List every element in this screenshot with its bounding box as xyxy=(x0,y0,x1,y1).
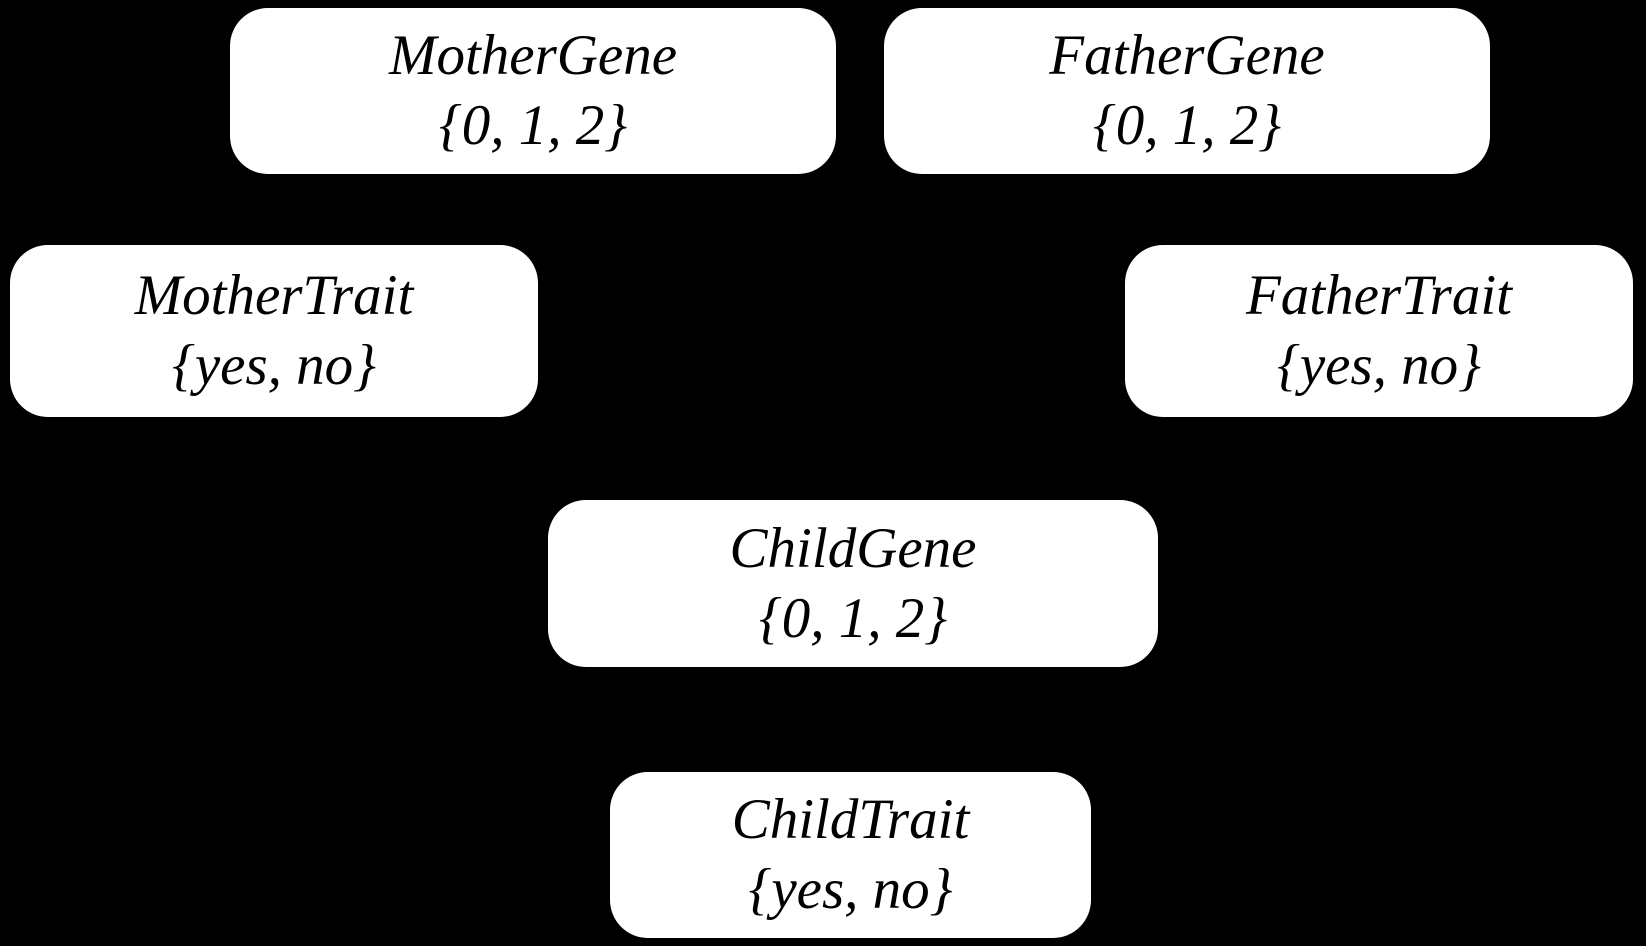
node-domain: {0, 1, 2} xyxy=(758,586,948,650)
node-child-gene: ChildGene {0, 1, 2} xyxy=(548,500,1158,667)
node-child-trait: ChildTrait {yes, no} xyxy=(610,772,1091,938)
node-label: ChildGene xyxy=(729,516,977,580)
node-label: MotherGene xyxy=(388,24,678,88)
node-domain: {yes, no} xyxy=(1277,334,1481,397)
node-label: MotherTrait xyxy=(134,264,414,328)
node-label: ChildTrait xyxy=(731,788,970,852)
node-domain: {0, 1, 2} xyxy=(438,94,628,157)
node-domain: {0, 1, 2} xyxy=(1092,94,1282,157)
node-label: FatherGene xyxy=(1049,24,1325,88)
node-mother-gene: MotherGene {0, 1, 2} xyxy=(230,8,836,174)
node-father-trait: FatherTrait {yes, no} xyxy=(1125,245,1633,417)
node-mother-trait: MotherTrait {yes, no} xyxy=(10,245,538,417)
node-label: FatherTrait xyxy=(1245,264,1513,328)
node-father-gene: FatherGene {0, 1, 2} xyxy=(884,8,1490,174)
node-domain: {yes, no} xyxy=(748,858,953,921)
node-domain: {yes, no} xyxy=(172,334,376,397)
